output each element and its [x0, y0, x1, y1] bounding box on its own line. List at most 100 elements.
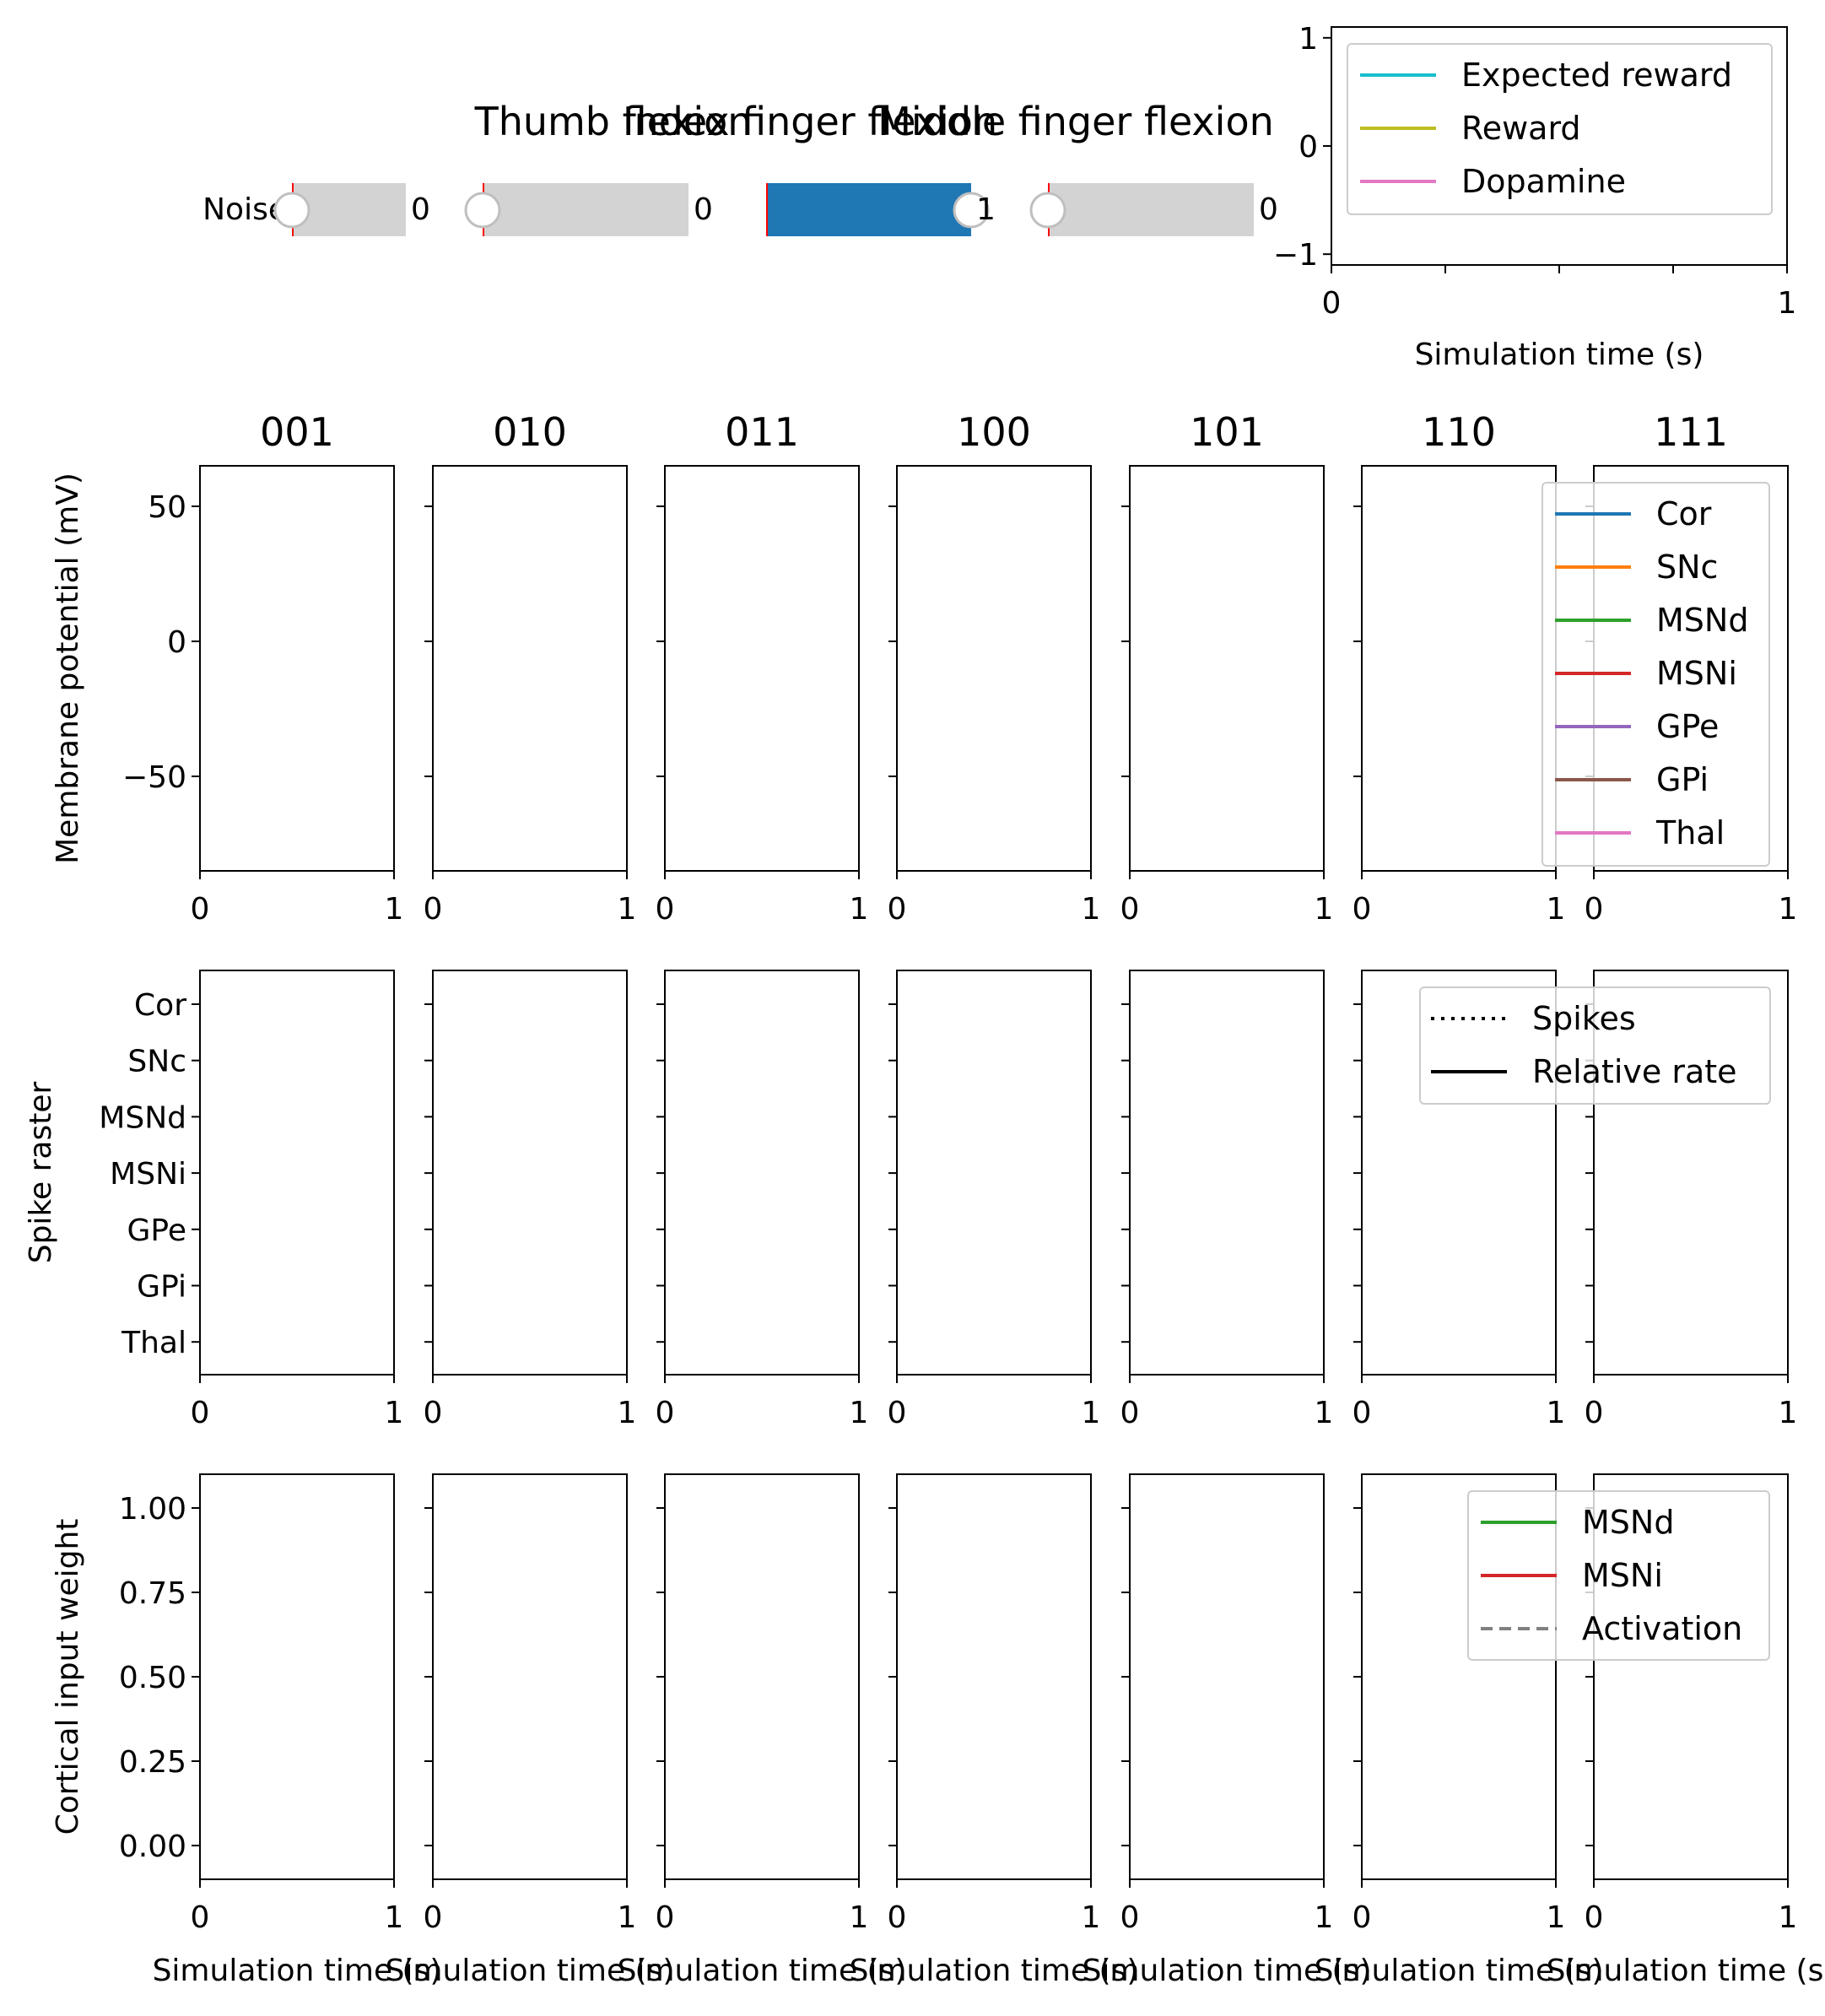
x-tick-label: 0: [888, 892, 907, 927]
column-title-010: 010: [493, 409, 567, 455]
subplot-raster-001: Cor SNc MSNd MSNi GPe GPi Thal 0 1: [99, 970, 403, 1430]
slider-track[interactable]: [1048, 183, 1254, 236]
legend-label: GPi: [1656, 761, 1709, 798]
y-tick-label: MSNd: [99, 1100, 186, 1135]
slider-index[interactable]: Index finger flexion 1: [623, 99, 997, 236]
y-tick-label: −50: [122, 760, 186, 795]
x-tick-label: 0: [1353, 1900, 1372, 1935]
y-tick-label: 0: [1299, 130, 1318, 165]
x-tick-label: 1: [1547, 1900, 1566, 1935]
y-tick-label: 1: [1299, 22, 1318, 57]
x-axis-label: Simulation time (s): [1547, 1954, 1825, 1988]
subplot-weights-111: 0 1 Simulation time (s): [1547, 1473, 1825, 1988]
column-title-101: 101: [1190, 409, 1264, 455]
x-tick-label: 1: [385, 892, 404, 927]
legend-box: [1347, 43, 1773, 215]
legend-label: Expected reward: [1461, 57, 1732, 94]
plot-frame: [432, 1473, 628, 1880]
y-tick-label: 0.25: [119, 1745, 186, 1780]
x-tick-label: 0: [1353, 892, 1372, 927]
x-tick-label: 0: [888, 1396, 907, 1430]
x-tick-label: 0: [424, 892, 443, 927]
plot-frame: [1331, 26, 1788, 266]
legend-label: Activation: [1582, 1610, 1742, 1647]
y-tick-label: Cor: [134, 988, 186, 1023]
column-title-011: 011: [725, 409, 799, 455]
x-tick-label: 0: [656, 892, 675, 927]
legend: Spikes Relative rate: [1419, 986, 1771, 1105]
y-tick-label: Thal: [121, 1326, 186, 1360]
x-tick-label: 1: [1547, 1396, 1566, 1430]
slider-value: 1: [976, 192, 996, 227]
legend-label: Spikes: [1532, 1000, 1636, 1037]
legend-label: SNc: [1656, 549, 1718, 586]
x-axis-label: Simulation time (s): [153, 1954, 442, 1988]
y-tick-label: 0.75: [119, 1576, 186, 1611]
x-tick-label: 0: [1322, 286, 1342, 321]
x-axis-label: Simulation time (s): [1083, 1954, 1372, 1988]
y-tick-label: 0.50: [119, 1661, 186, 1695]
x-tick-label: 0: [1585, 1900, 1604, 1935]
slider-knob-icon[interactable]: [464, 192, 501, 229]
slider-fill: [766, 183, 971, 236]
legend-label: Thal: [1655, 814, 1725, 851]
x-tick-label: 1: [1315, 1396, 1334, 1430]
slider-knob-icon[interactable]: [1029, 192, 1066, 229]
plot-frame: [199, 465, 395, 872]
slider-label: Noise: [202, 192, 287, 227]
x-tick-label: 0: [424, 1396, 443, 1430]
slider-thumb[interactable]: Thumb flexion 0: [464, 99, 752, 236]
y-tick-label: 0: [167, 625, 186, 660]
x-tick-label: 0: [191, 892, 210, 927]
plot-frame: [664, 1473, 860, 1880]
x-tick-label: 1: [385, 1900, 404, 1935]
x-tick-label: 1: [618, 1396, 637, 1430]
x-axis-label: Simulation time (s): [850, 1954, 1139, 1988]
column-title-100: 100: [957, 409, 1031, 455]
x-tick-label: 1: [1778, 286, 1797, 321]
plot-frame: [664, 970, 860, 1376]
x-tick-label: 0: [1353, 1396, 1372, 1430]
y-tick-label: GPe: [127, 1213, 186, 1248]
x-tick-label: 1: [1779, 1396, 1798, 1430]
x-tick-label: 1: [850, 892, 869, 927]
slider-knob-icon[interactable]: [273, 192, 310, 229]
slider-middle[interactable]: Middle finger flexion 0: [877, 99, 1278, 236]
legend-label: MSNi: [1656, 655, 1737, 692]
column-title-001: 001: [260, 409, 334, 455]
plot-frame: [1129, 465, 1325, 872]
slider-track[interactable]: [292, 183, 406, 236]
slider-track[interactable]: [483, 183, 688, 236]
plot-frame: [896, 1473, 1092, 1880]
x-tick-label: 1: [1547, 892, 1566, 927]
x-tick-label: 1: [385, 1396, 404, 1430]
slider-knob-icon[interactable]: [953, 192, 990, 229]
x-tick-label: 1: [1082, 1900, 1101, 1935]
legend: Expected reward Reward Dopamine: [1347, 43, 1773, 215]
x-tick-label: 0: [1585, 1396, 1604, 1430]
slider-title: Index finger flexion: [623, 99, 997, 144]
x-tick-label: 0: [656, 1396, 675, 1430]
plot-frame: [432, 970, 628, 1376]
slider-noise[interactable]: Noise 0: [202, 183, 430, 236]
x-tick-label: 1: [1315, 1900, 1334, 1935]
y-tick-label: MSNi: [110, 1157, 186, 1192]
x-tick-label: 1: [850, 1900, 869, 1935]
y-tick-label: SNc: [127, 1045, 186, 1079]
